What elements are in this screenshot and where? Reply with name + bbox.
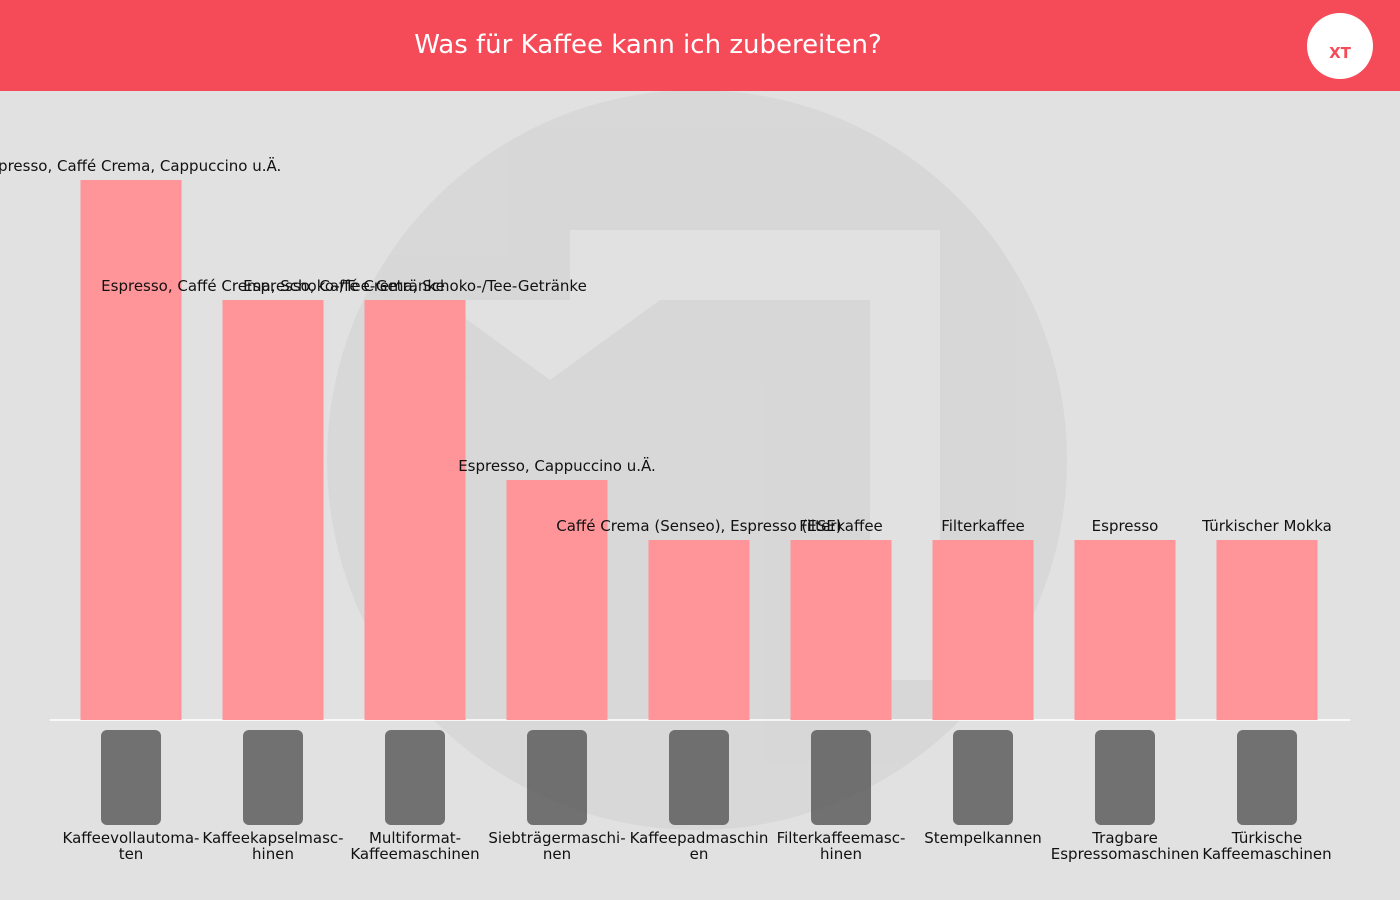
product-images xyxy=(101,730,1297,825)
bar-label: Filterkaffee xyxy=(941,517,1025,535)
category-label: Kaffeekapselmasc- hinen xyxy=(202,829,344,863)
bar xyxy=(1074,540,1176,720)
bar xyxy=(790,540,892,720)
bar xyxy=(506,480,608,720)
product-image xyxy=(1237,730,1297,825)
bar xyxy=(80,180,182,720)
product-image xyxy=(669,730,729,825)
category-label: Türkische Kaffeemaschinen xyxy=(1202,829,1332,863)
header: Was für Kaffee kann ich zubereiten? XT xyxy=(0,0,1400,91)
product-image xyxy=(527,730,587,825)
category-label: Kaffeevollautoma- ten xyxy=(62,829,200,863)
category-label: Kaffeepadmaschin en xyxy=(629,829,769,863)
category-label: Siebträgermaschi- nen xyxy=(488,829,626,863)
bar xyxy=(1216,540,1318,720)
bar xyxy=(364,300,466,720)
bar-label: Espresso, Caffé Crema, Schoko-/Tee-Geträ… xyxy=(101,277,445,295)
bar-label: Espresso, Cappuccino u.Ä. xyxy=(458,456,656,475)
title: Was für Kaffee kann ich zubereiten? xyxy=(414,30,882,60)
category-label: Filterkaffeemasc- hinen xyxy=(776,829,906,863)
product-image xyxy=(101,730,161,825)
product-image xyxy=(811,730,871,825)
bar-label: Espresso xyxy=(1092,517,1159,535)
bar xyxy=(648,540,750,720)
logo: XT xyxy=(1307,13,1373,79)
product-image xyxy=(953,730,1013,825)
bar-label: Türkischer Mokka xyxy=(1201,517,1332,535)
bar xyxy=(932,540,1034,720)
bar-label: Espresso, Caffé Crema, Cappuccino u.Ä. xyxy=(0,156,281,175)
category-label: Stempelkannen xyxy=(924,829,1042,847)
bar-label: Espresso, Caffé Crema, Schoko-/Tee-Geträ… xyxy=(243,277,587,295)
bar-label: Caffé Crema (Senseo), Espresso (ESE) xyxy=(556,517,841,535)
bar xyxy=(222,300,324,720)
product-image xyxy=(385,730,445,825)
bar-label: Filterkaffee xyxy=(799,517,883,535)
svg-text:XT: XT xyxy=(1329,44,1352,62)
category-label: Multiformat- Kaffeemaschinen xyxy=(350,829,480,863)
category-label: Tragbare Espressomaschinen xyxy=(1050,829,1200,863)
product-image xyxy=(1095,730,1155,825)
product-image xyxy=(243,730,303,825)
